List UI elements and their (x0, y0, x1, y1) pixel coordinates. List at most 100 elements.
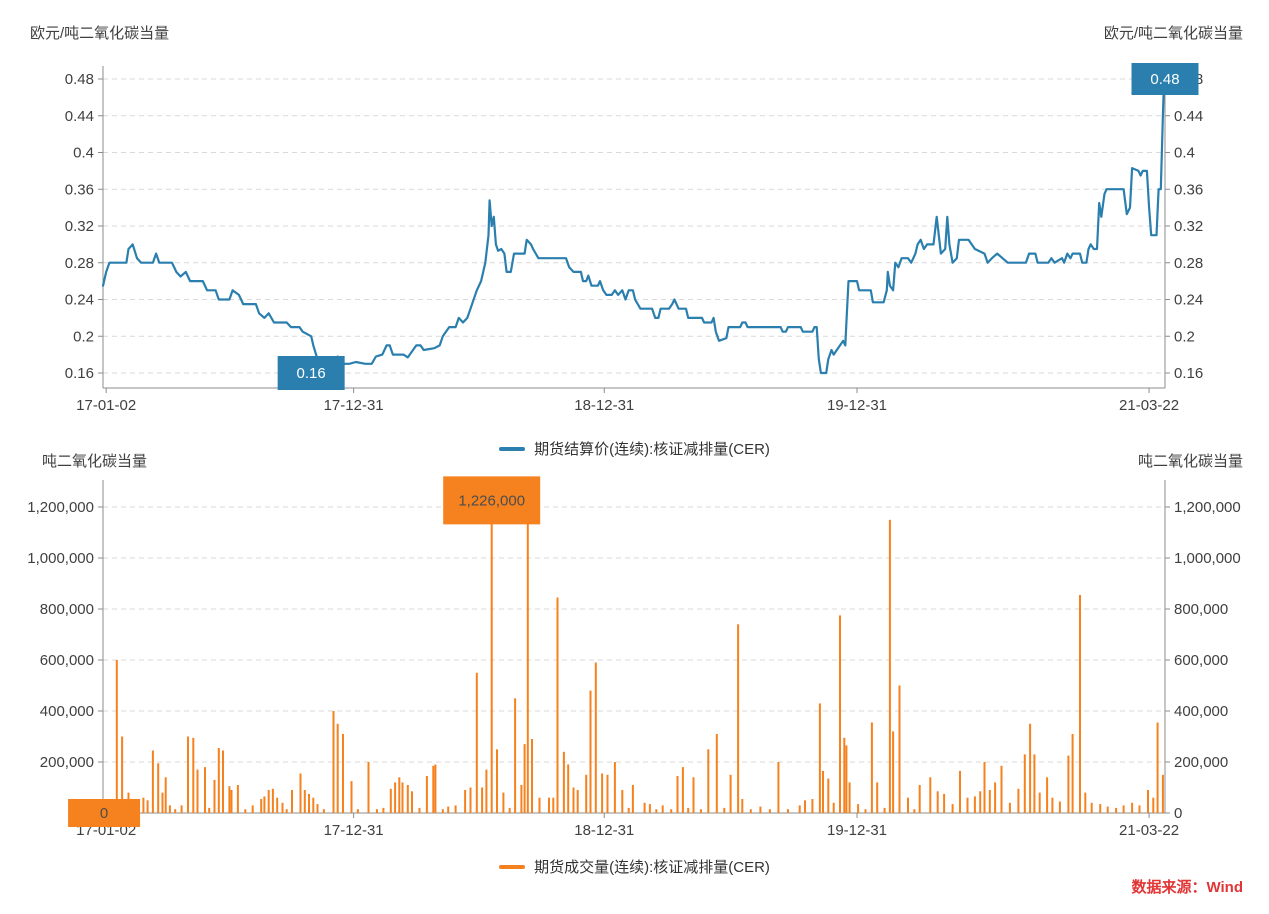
volume-bar (271, 788, 274, 813)
y-tick-label-left: 0.44 (65, 108, 94, 125)
y-tick-label-right: 200,000 (1174, 754, 1228, 771)
volume-bar (1046, 777, 1049, 813)
min-marker: 0 (68, 799, 141, 827)
volume-bar (164, 777, 167, 813)
volume-bar (244, 809, 247, 813)
volume-bar (759, 806, 762, 813)
volume-bar (768, 809, 771, 813)
min-marker-label: 0 (100, 805, 108, 822)
gridlines (103, 78, 1165, 374)
x-axis-labels: 17-01-02 17-12-31 18-12-31 19-12-31 21-03-22 (76, 813, 1179, 839)
volume-bar (655, 809, 658, 813)
volume-bar (951, 804, 954, 813)
y-tick-label-right: 0.16 (1174, 365, 1203, 382)
volume-bar (222, 750, 224, 813)
volume-bar (1000, 765, 1003, 813)
y-tick-label-left: 800,000 (40, 601, 94, 618)
volume-bar (606, 774, 609, 814)
volume-bar (336, 723, 339, 814)
volume-bar (281, 802, 284, 813)
x-axis-labels: 17-01-02 17-12-31 18-12-31 19-12-31 21-03-22 (76, 388, 1179, 414)
volume-bar (892, 731, 895, 813)
volume-bar (994, 782, 997, 813)
y-tick-label-right: 1,000,000 (1174, 550, 1241, 567)
min-marker: 0.16 (277, 356, 345, 390)
volume-bar (151, 750, 154, 813)
volume-bar (943, 793, 946, 813)
volume-bar (538, 797, 541, 813)
legend-price[interactable]: 期货结算价(连续):核证减排量(CER) (0, 438, 1269, 459)
volume-bar (1106, 806, 1109, 813)
volume-bar (648, 804, 651, 813)
x-tick-label: 18-12-31 (574, 822, 634, 839)
volume-bar (777, 762, 780, 813)
volume-bar (601, 773, 604, 813)
legend-volume-label: 期货成交量(连续):核证减排量(CER) (534, 859, 770, 876)
volume-bar (661, 805, 664, 813)
y-tick-label-left: 0.32 (65, 218, 94, 235)
volume-bar (723, 807, 726, 813)
volume-bar (643, 802, 646, 813)
volume-bar (146, 800, 149, 814)
volume-bar (228, 786, 231, 813)
volume-bar (883, 807, 886, 813)
volume-bar (1029, 723, 1032, 814)
volume-bar (876, 782, 879, 813)
volume-bar (376, 809, 378, 813)
volume-bar (332, 711, 335, 813)
volume-bar (161, 792, 164, 813)
volume-bar (230, 790, 233, 813)
volume-bar (959, 770, 961, 813)
volume-bar (572, 787, 575, 813)
y-tick-label-left: 600,000 (40, 652, 94, 669)
volume-bar (322, 809, 325, 813)
axes (102, 480, 1166, 814)
volume-bar (715, 734, 718, 813)
volume-bar (263, 796, 266, 813)
legend-volume[interactable]: 期货成交量(连续):核证减排量(CER) (0, 856, 1269, 877)
y-tick-label-left: 400,000 (40, 703, 94, 720)
price-line-swatch-icon (499, 446, 526, 451)
volume-bar (804, 800, 806, 814)
volume-bar (475, 672, 478, 814)
volume-bars (106, 500, 1164, 814)
y-axis-labels: 1,200,000 1,200,000 1,000,000 1,000,000 800,… (27, 499, 1240, 822)
max-marker-box (1131, 63, 1199, 95)
volume-bar (389, 788, 392, 813)
volume-bar (1038, 792, 1041, 813)
volume-bar (843, 737, 846, 813)
volume-bar (627, 807, 630, 813)
volume-bar (411, 791, 413, 813)
volume-bar (213, 779, 216, 813)
volume-bar (631, 785, 634, 813)
volume-bar (613, 762, 616, 813)
volume-bar (888, 519, 891, 814)
volume-bar-chart: 1,200,000 1,200,000 1,000,000 1,000,000 800,… (27, 476, 1241, 839)
volume-bar (1084, 792, 1087, 813)
volume-bar (1033, 754, 1036, 813)
volume-bar (1023, 754, 1026, 813)
volume-bar (367, 762, 370, 813)
y-tick-label-right: 0.32 (1174, 218, 1203, 235)
volume-bar (864, 809, 867, 813)
volume-bar (115, 660, 118, 813)
y-tick-label-right: 1,200,000 (1174, 499, 1241, 516)
y-tick-label-right: 800,000 (1174, 601, 1228, 618)
volume-bar (818, 703, 821, 813)
volume-bar (621, 790, 624, 813)
y-tick-label-left: 0.36 (65, 181, 94, 198)
volume-bar (316, 804, 319, 813)
volume-bar (299, 773, 302, 813)
volume-bar (464, 790, 467, 813)
volume-bar (1122, 805, 1125, 813)
volume-bar (589, 690, 592, 813)
volume-bar (1071, 734, 1074, 813)
volume-bar (1131, 802, 1134, 813)
price-y-axis-title-left: 欧元/吨二氧化碳当量 (30, 25, 170, 42)
volume-bar (356, 809, 359, 813)
volume-bar (979, 791, 982, 813)
y-tick-label-left: 1,200,000 (27, 499, 94, 516)
y-tick-label-left: 0.16 (65, 365, 94, 382)
volume-bar (196, 769, 199, 813)
